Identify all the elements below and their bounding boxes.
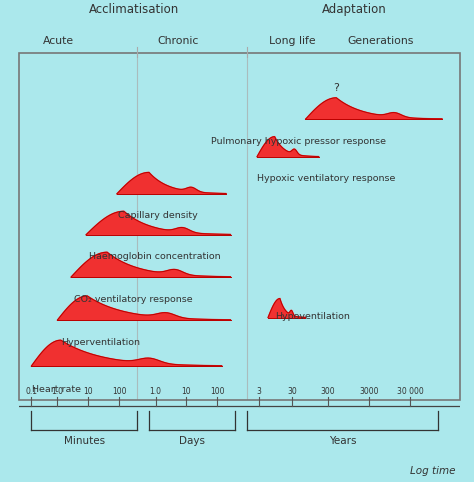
Text: Acute: Acute	[43, 36, 74, 46]
Polygon shape	[268, 298, 305, 318]
Text: Capillary density: Capillary density	[118, 211, 198, 220]
Text: Haemoglobin concentration: Haemoglobin concentration	[89, 252, 220, 261]
Text: Generations: Generations	[347, 36, 414, 46]
Text: Days: Days	[179, 436, 205, 445]
Text: ?: ?	[333, 83, 339, 93]
Text: Hyperventilation: Hyperventilation	[61, 337, 140, 347]
Text: Log time: Log time	[410, 466, 456, 476]
Text: Adaptation: Adaptation	[321, 3, 386, 16]
Text: 3000: 3000	[360, 388, 379, 397]
Text: CO₂ ventilatory response: CO₂ ventilatory response	[74, 295, 193, 304]
Polygon shape	[86, 211, 230, 235]
Polygon shape	[117, 173, 226, 194]
Polygon shape	[257, 137, 319, 157]
Text: 1.0: 1.0	[51, 388, 64, 397]
Text: Minutes: Minutes	[64, 436, 105, 445]
Text: Pulmonary hypoxic pressor response: Pulmonary hypoxic pressor response	[211, 137, 386, 146]
Text: Chronic: Chronic	[157, 36, 198, 46]
Text: Hypoventilation: Hypoventilation	[274, 312, 349, 321]
Text: Acclimatisation: Acclimatisation	[89, 3, 179, 16]
Text: 0.1: 0.1	[25, 388, 37, 397]
Text: Years: Years	[329, 436, 356, 445]
Text: Heart rate: Heart rate	[32, 385, 81, 394]
Text: 1.0: 1.0	[150, 388, 162, 397]
Polygon shape	[305, 98, 442, 120]
Text: Hypoxic ventilatory response: Hypoxic ventilatory response	[257, 174, 395, 183]
Text: 10: 10	[182, 388, 191, 397]
Polygon shape	[57, 296, 230, 320]
Text: 30 000: 30 000	[397, 388, 423, 397]
Text: 30: 30	[287, 388, 297, 397]
Text: 100: 100	[210, 388, 225, 397]
Text: 300: 300	[320, 388, 335, 397]
Text: 10: 10	[83, 388, 93, 397]
Polygon shape	[71, 252, 230, 277]
Polygon shape	[31, 340, 222, 366]
Text: 100: 100	[112, 388, 126, 397]
Text: 3: 3	[257, 388, 262, 397]
Text: Long life: Long life	[269, 36, 316, 46]
